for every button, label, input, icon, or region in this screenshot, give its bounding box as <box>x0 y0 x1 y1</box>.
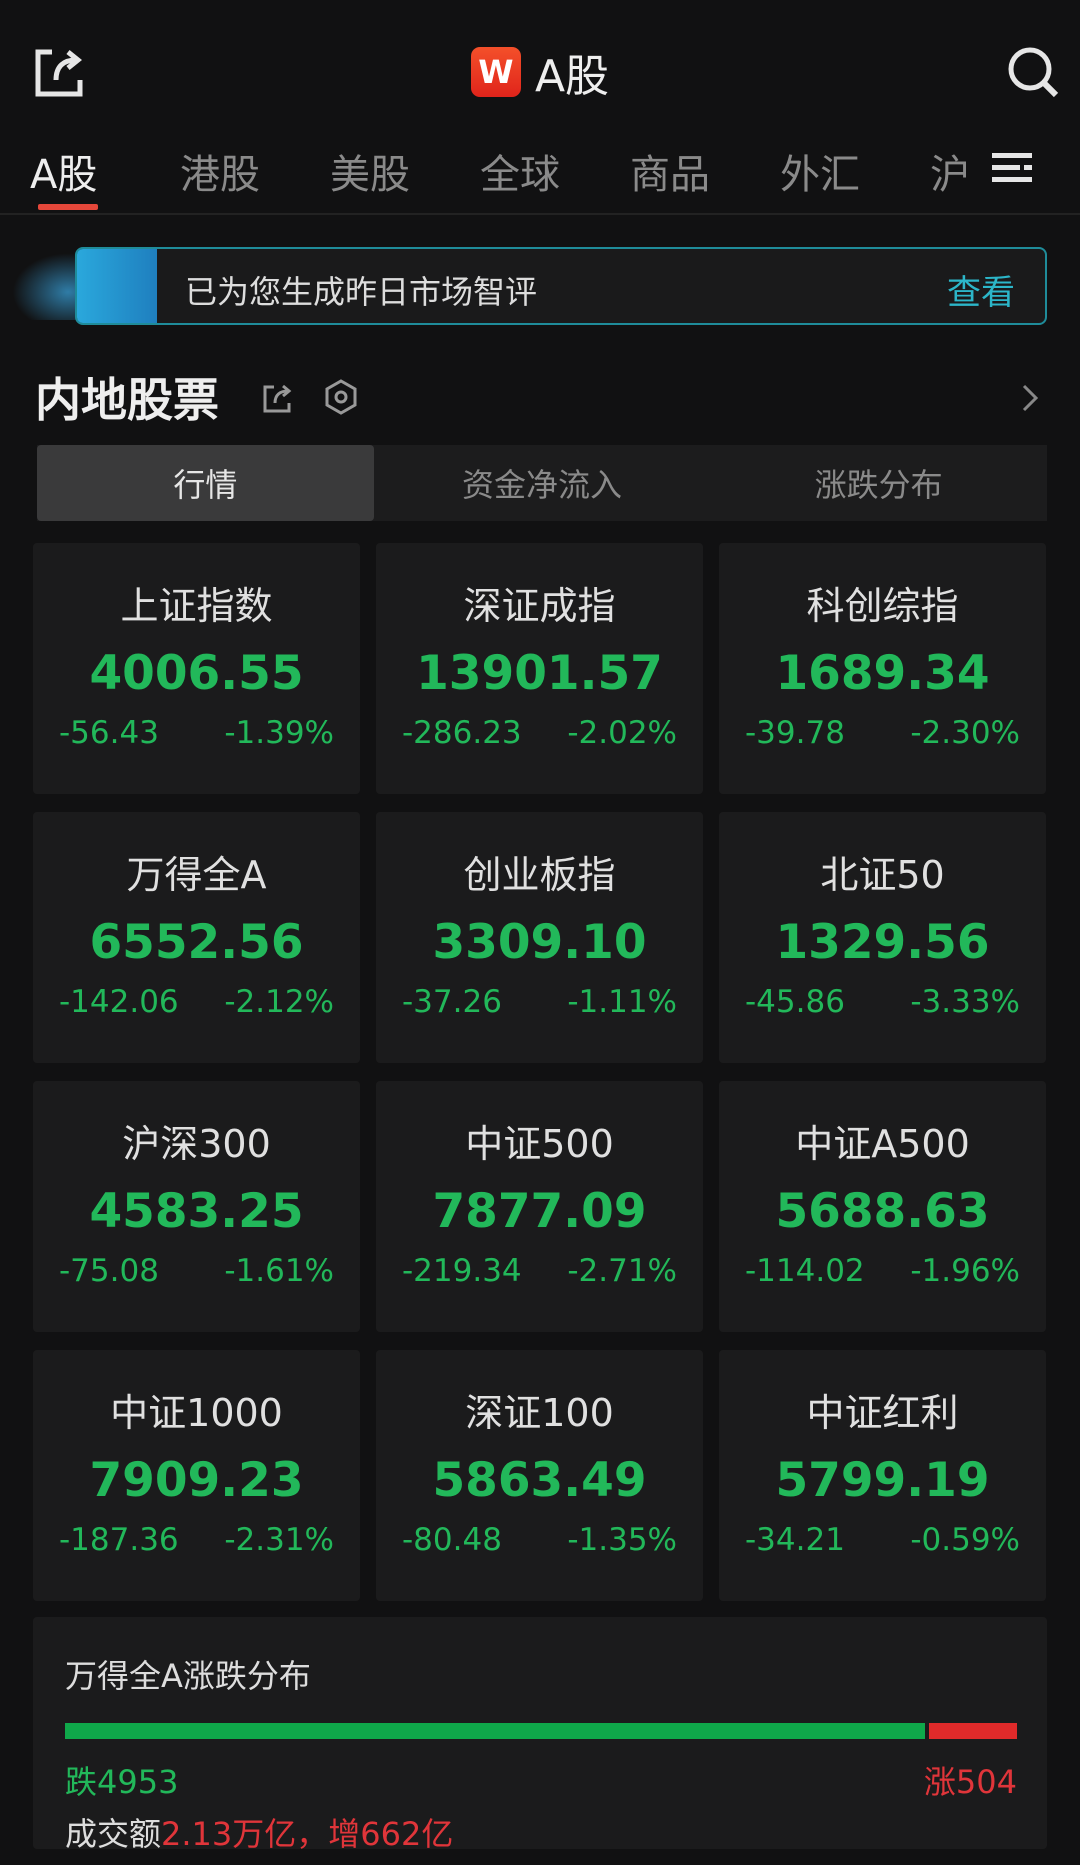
index-value: 4006.55 <box>89 646 304 701</box>
up-count: 涨504 <box>923 1763 1017 1801</box>
index-card[interactable]: 北证50 1329.56 -45.86 -3.33% <box>719 812 1046 1063</box>
tab-5[interactable]: 外汇 <box>780 152 860 198</box>
index-name: 沪深300 <box>122 1122 271 1166</box>
settings-icon[interactable] <box>322 378 360 416</box>
index-pct: -2.02% <box>567 715 677 751</box>
index-pct: -2.30% <box>910 715 1020 751</box>
title-text: A股 <box>534 51 610 102</box>
distribution-bar <box>65 1723 1017 1739</box>
index-pct: -1.61% <box>224 1253 334 1289</box>
tab-4[interactable]: 商品 <box>630 152 710 198</box>
distribution-panel: 万得全A涨跌分布 跌4953 涨504 成交额2.13万亿，增662亿 <box>33 1617 1047 1853</box>
index-name: 中证红利 <box>806 1391 959 1435</box>
index-name: 深证成指 <box>463 584 616 628</box>
index-card[interactable]: 万得全A 6552.56 -142.06 -2.12% <box>33 812 360 1063</box>
market-tabs: A股 港股 美股 全球 商品 外汇 沪 <box>30 142 1080 210</box>
divider <box>0 213 1080 215</box>
index-name: 创业板指 <box>463 853 616 897</box>
index-card[interactable]: 深证成指 13901.57 -286.23 -2.02% <box>376 543 703 794</box>
tab-3[interactable]: 全球 <box>480 152 560 198</box>
index-card[interactable]: 中证A500 5688.63 -114.02 -1.96% <box>719 1081 1046 1332</box>
share-icon[interactable] <box>262 382 294 414</box>
index-pct: -1.35% <box>567 1522 677 1558</box>
index-value: 5799.19 <box>775 1453 990 1508</box>
ai-review-banner[interactable]: 已为您生成昨日市场智评 查看 <box>75 247 1047 325</box>
section-title: 内地股票 <box>35 373 219 427</box>
segment-tab[interactable]: 涨跌分布 <box>814 466 943 504</box>
index-pct: -1.96% <box>910 1253 1020 1289</box>
index-change: -114.02 <box>745 1253 865 1289</box>
index-pct: -1.39% <box>224 715 334 751</box>
wind-logo: W <box>470 47 521 97</box>
search-icon[interactable] <box>1005 44 1061 100</box>
segment-tab[interactable]: 资金净流入 <box>462 466 623 504</box>
index-change: -80.48 <box>402 1522 502 1558</box>
index-pct: -2.71% <box>567 1253 677 1289</box>
index-value: 13901.57 <box>416 646 663 701</box>
index-pct: -3.33% <box>910 984 1020 1020</box>
index-value: 4583.25 <box>89 1184 304 1239</box>
index-name: 北证50 <box>820 853 945 897</box>
index-value: 7877.09 <box>432 1184 647 1239</box>
banner-glow <box>8 250 83 320</box>
index-pct: -0.59% <box>910 1522 1020 1558</box>
index-change: -219.34 <box>402 1253 522 1289</box>
index-value: 1329.56 <box>775 915 990 970</box>
tab-2[interactable]: 美股 <box>330 152 410 198</box>
index-name: 中证A500 <box>795 1122 970 1166</box>
view-button[interactable]: 查看 <box>947 273 1015 313</box>
index-card[interactable]: 科创综指 1689.34 -39.78 -2.30% <box>719 543 1046 794</box>
index-card[interactable]: 上证指数 4006.55 -56.43 -1.39% <box>33 543 360 794</box>
index-card[interactable]: 中证1000 7909.23 -187.36 -2.31% <box>33 1350 360 1601</box>
page-title: W A股 <box>0 40 1080 104</box>
index-pct: -2.12% <box>224 984 334 1020</box>
index-name: 深证100 <box>465 1391 614 1435</box>
index-value: 5863.49 <box>432 1453 647 1508</box>
index-change: -45.86 <box>745 984 845 1020</box>
turnover: 成交额2.13万亿，增662亿 <box>65 1809 453 1855</box>
index-value: 1689.34 <box>775 646 990 701</box>
index-change: -37.26 <box>402 984 502 1020</box>
index-card[interactable]: 沪深300 4583.25 -75.08 -1.61% <box>33 1081 360 1332</box>
share-icon[interactable] <box>32 44 88 100</box>
banner-icon <box>77 249 157 323</box>
index-pct: -2.31% <box>224 1522 334 1558</box>
segmented-control: 行情 资金净流入 涨跌分布 <box>37 445 1047 521</box>
index-value: 7909.23 <box>89 1453 304 1508</box>
banner-text: 已为您生成昨日市场智评 <box>185 273 538 311</box>
tab-1[interactable]: 港股 <box>180 152 260 198</box>
index-change: -34.21 <box>745 1522 845 1558</box>
index-value: 5688.63 <box>775 1184 990 1239</box>
down-count: 跌4953 <box>65 1763 179 1801</box>
index-change: -56.43 <box>59 715 159 751</box>
index-card[interactable]: 中证500 7877.09 -219.34 -2.71% <box>376 1081 703 1332</box>
index-name: 万得全A <box>126 853 267 897</box>
distribution-title: 万得全A涨跌分布 <box>65 1657 311 1695</box>
index-value: 6552.56 <box>89 915 304 970</box>
turnover-value: 2.13万亿，增662亿 <box>161 1815 454 1853</box>
index-name: 中证1000 <box>110 1391 283 1435</box>
down-bar <box>65 1723 926 1739</box>
chevron-right-icon[interactable] <box>1018 382 1042 414</box>
turnover-label: 成交额 <box>65 1815 162 1853</box>
index-change: -286.23 <box>402 715 522 751</box>
index-card[interactable]: 深证100 5863.49 -80.48 -1.35% <box>376 1350 703 1601</box>
index-change: -142.06 <box>59 984 179 1020</box>
tab-6[interactable]: 沪 <box>930 152 970 198</box>
menu-icon[interactable] <box>990 150 1034 186</box>
index-name: 中证500 <box>465 1122 614 1166</box>
up-bar <box>929 1723 1017 1739</box>
segment-tab[interactable]: 行情 <box>37 445 374 521</box>
index-pct: -1.11% <box>567 984 677 1020</box>
index-name: 上证指数 <box>120 584 273 628</box>
index-change: -75.08 <box>59 1253 159 1289</box>
index-change: -39.78 <box>745 715 845 751</box>
index-name: 科创综指 <box>806 584 959 628</box>
index-value: 3309.10 <box>432 915 647 970</box>
tab-0[interactable]: A股 <box>30 142 180 210</box>
index-card[interactable]: 创业板指 3309.10 -37.26 -1.11% <box>376 812 703 1063</box>
index-card[interactable]: 中证红利 5799.19 -34.21 -0.59% <box>719 1350 1046 1601</box>
index-change: -187.36 <box>59 1522 179 1558</box>
